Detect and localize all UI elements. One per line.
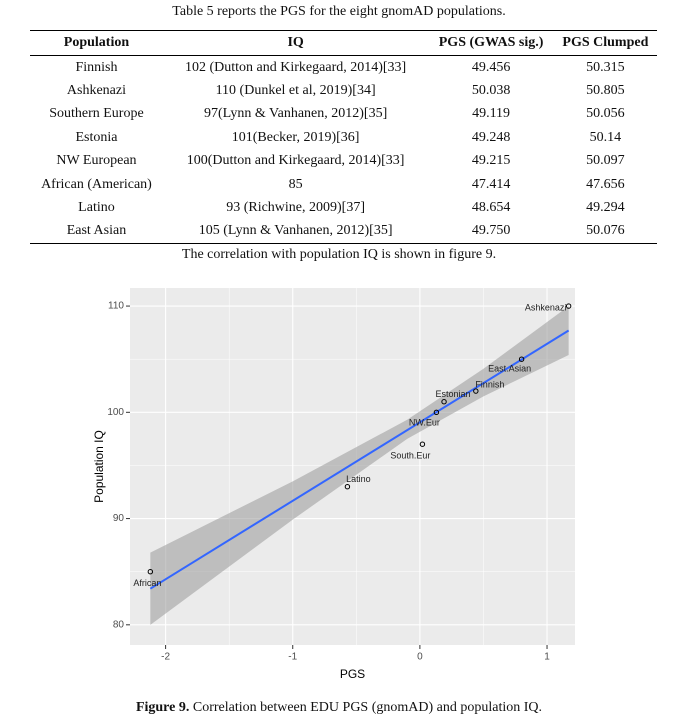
table-cell: 50.056 bbox=[586, 106, 625, 122]
x-axis-label: PGS bbox=[340, 667, 365, 681]
table-cell: Latino bbox=[78, 200, 115, 216]
fit-line bbox=[149, 329, 570, 590]
table-caption: Table 5 reports the PGS for the eight gn… bbox=[172, 4, 506, 19]
y-tick-label: 110 bbox=[108, 301, 124, 312]
figure-label: Figure 9. bbox=[135, 700, 190, 715]
chart: -2 -1 0 1 80 90 100 110 PGS Population IQ African L… bbox=[92, 288, 575, 681]
point bbox=[565, 303, 572, 309]
table-cell: 47.414 bbox=[471, 176, 511, 192]
header-cell: PGS (GWAS sig.) bbox=[438, 35, 544, 50]
table-cell: 50.038 bbox=[471, 83, 511, 99]
table-cell: Ashkenazi bbox=[66, 83, 126, 99]
table-cell: 50.315 bbox=[586, 59, 625, 75]
point-label: African bbox=[133, 578, 161, 588]
point bbox=[419, 441, 426, 447]
table-row: Latino 93 (Richwine, 2009)[37] 48.654 49.29… bbox=[30, 196, 657, 219]
point-label: Latino bbox=[346, 474, 371, 484]
body-text: The correlation with population IQ is sh… bbox=[181, 247, 497, 262]
point bbox=[147, 568, 154, 575]
y-tick-label: 80 bbox=[113, 619, 125, 630]
point-label: NW.Eur bbox=[409, 418, 440, 428]
table-row: African (American) 85 47.414 47.656 bbox=[30, 173, 657, 196]
table-cell: 49.750 bbox=[471, 223, 511, 239]
header-row: Population IQ PGS (GWAS sig.) PGS Clumped bbox=[30, 30, 657, 56]
table-cell: African (American) bbox=[41, 176, 152, 192]
table-cell: Finnish bbox=[75, 59, 118, 75]
table-body: Finnish 102 (Dutton and Kirkegaard, 2014)… bbox=[30, 56, 657, 244]
table-cell: 49.294 bbox=[586, 200, 625, 216]
table-row: Finnish 102 (Dutton and Kirkegaard, 2014)… bbox=[30, 56, 657, 80]
header-cell: Population bbox=[63, 35, 130, 50]
confidence-band bbox=[150, 306, 569, 625]
table-cell: 50.076 bbox=[586, 223, 625, 239]
y-tick-label: 90 bbox=[113, 513, 125, 524]
table-cell: 97(Lynn & Vanhanen, 2012)[35] bbox=[203, 106, 388, 122]
table-cell: 50.14 bbox=[589, 129, 622, 145]
point bbox=[441, 398, 447, 405]
table-cell: 47.656 bbox=[586, 176, 625, 192]
point bbox=[473, 388, 479, 394]
point-label: South.Eur bbox=[390, 451, 430, 461]
table-cell: Estonia bbox=[75, 129, 118, 145]
table-cell: 49.456 bbox=[471, 59, 511, 75]
table-cell: 85 bbox=[288, 176, 303, 192]
table-cell: 101(Becker, 2019)[36] bbox=[231, 129, 360, 145]
table-cell: 50.805 bbox=[586, 83, 625, 99]
table-cell: 102 (Dutton and Kirkegaard, 2014)[33] bbox=[185, 59, 407, 75]
table-cell: Southern Europe bbox=[49, 106, 144, 122]
table-cell: 110 (Dunkel et al, 2019)[34] bbox=[215, 83, 376, 99]
table-cell: 93 (Richwine, 2009)[37] bbox=[226, 200, 366, 216]
figure-text: Correlation between EDU PGS (gnomAD) and… bbox=[189, 700, 543, 715]
table-row: Ashkenazi 110 (Dunkel et al, 2019)[34] 50.… bbox=[30, 79, 657, 102]
point-label: Estonian bbox=[436, 389, 471, 399]
table-cell: 105 (Lynn & Vanhanen, 2012)[35] bbox=[198, 223, 393, 239]
table-row: Estonia 101(Becker, 2019)[36] 49.248 50.14 bbox=[30, 126, 657, 149]
figure-caption: Figure 9. Correlation between EDU PGS (g… bbox=[0, 700, 678, 716]
header-cell: IQ bbox=[287, 35, 304, 50]
table-cell: 49.119 bbox=[472, 106, 511, 122]
point-label: Ashkenazi bbox=[525, 302, 567, 312]
header-cell: PGS Clumped bbox=[562, 35, 649, 50]
point bbox=[344, 483, 351, 490]
x-tick-label: 0 bbox=[417, 652, 423, 663]
x-tick-label: 1 bbox=[544, 652, 550, 663]
table-cell: 49.248 bbox=[471, 129, 511, 145]
table-cell: 49.215 bbox=[471, 153, 511, 169]
table-row: East Asian 105 (Lynn & Vanhanen, 2012)[35… bbox=[30, 220, 657, 244]
x-tick-label: -1 bbox=[288, 652, 297, 663]
table: Population IQ PGS (GWAS sig.) PGS Clumped F… bbox=[30, 30, 657, 244]
y-axis-label: Population IQ bbox=[92, 430, 106, 503]
table-cell: NW European bbox=[56, 153, 137, 169]
table-row: Southern Europe 97(Lynn & Vanhanen, 2012)… bbox=[30, 103, 657, 126]
table-cell: 48.654 bbox=[471, 200, 511, 216]
x-tick-label: -2 bbox=[161, 652, 170, 663]
point-label: East.Asian bbox=[488, 364, 531, 374]
y-tick-label: 100 bbox=[107, 407, 124, 418]
point bbox=[433, 409, 440, 416]
table-cell: 100(Dutton and Kirkegaard, 2014)[33] bbox=[186, 153, 405, 169]
point-label: Finnish bbox=[475, 379, 504, 389]
point bbox=[518, 356, 525, 362]
table-cell: East Asian bbox=[66, 223, 127, 239]
table-row: NW European 100(Dutton and Kirkegaard, 20… bbox=[30, 150, 657, 173]
table-cell: 50.097 bbox=[586, 153, 625, 169]
